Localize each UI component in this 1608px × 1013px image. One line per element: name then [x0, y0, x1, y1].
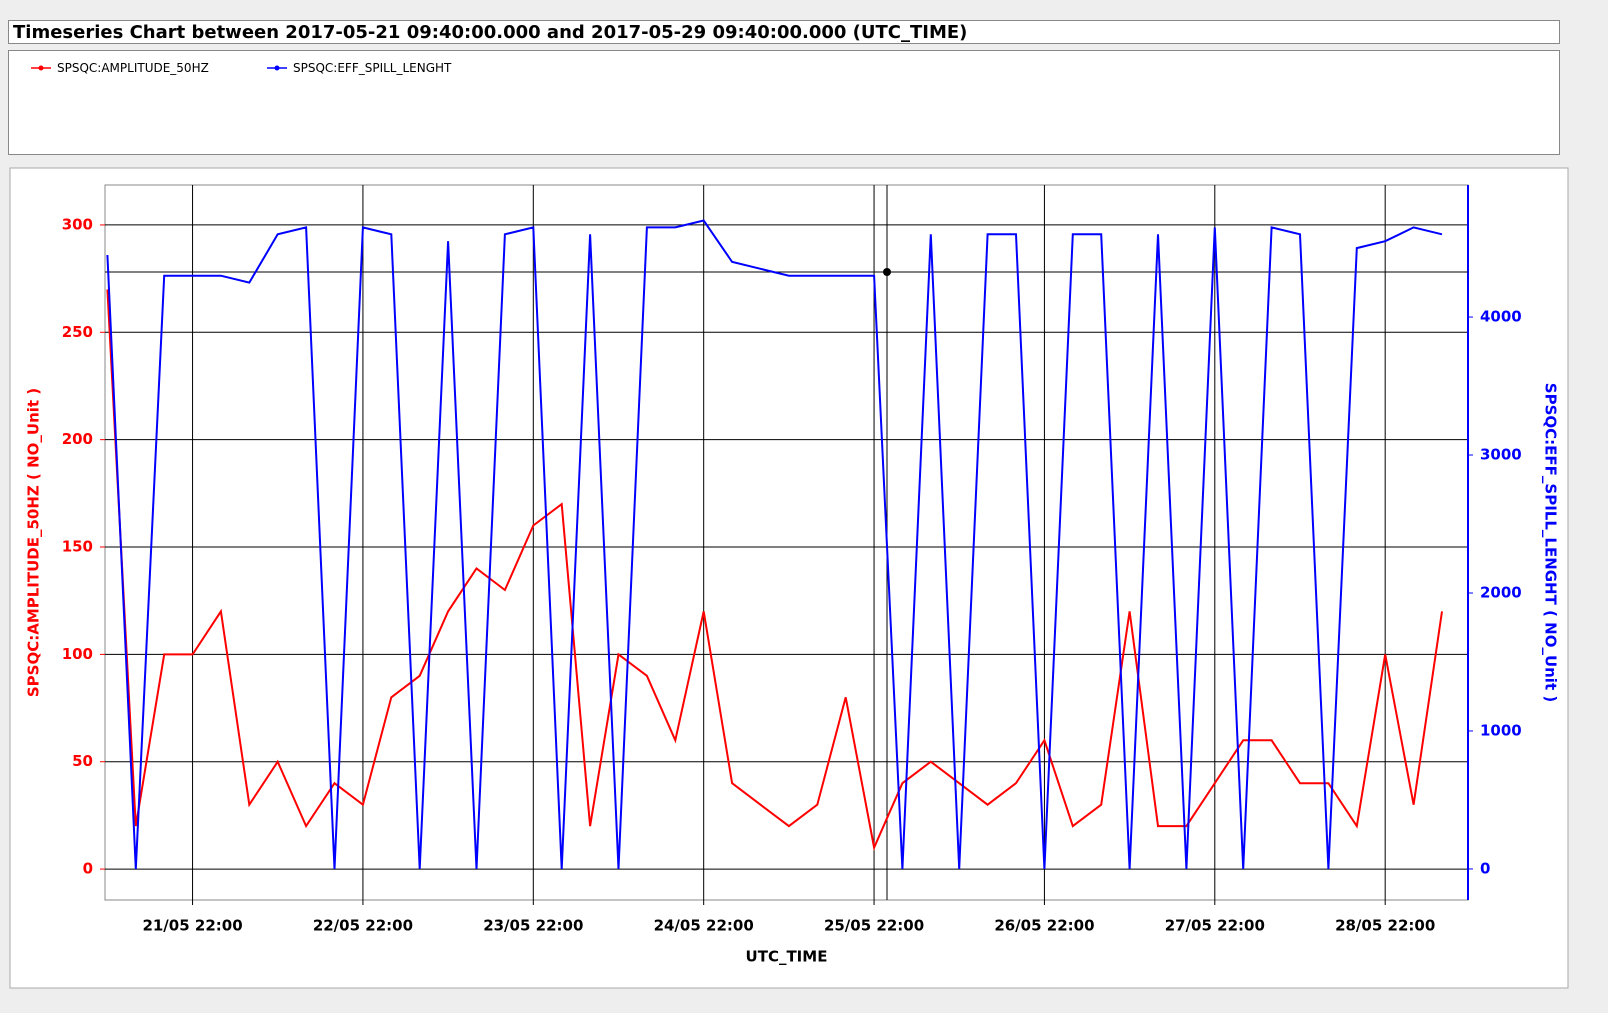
y2-tick-label: 4000 — [1480, 308, 1522, 326]
plot-area — [104, 184, 1469, 901]
y-tick-label: 50 — [72, 752, 93, 770]
y-tick-label: 250 — [62, 323, 93, 341]
y2-tick-label: 0 — [1480, 859, 1490, 877]
y2-axis-label: SPSQC:EFF_SPILL_LENGHT ( NO_Unit ) — [1542, 383, 1560, 702]
x-axis-label: UTC_TIME — [746, 948, 828, 966]
series-line — [106, 219, 1443, 870]
y-tick-label: 200 — [62, 430, 93, 448]
y2-tick-label: 1000 — [1480, 721, 1522, 739]
legend-label: SPSQC:AMPLITUDE_50HZ — [57, 61, 209, 75]
y-tick-label: 0 — [83, 860, 93, 878]
legend: SPSQC:AMPLITUDE_50HZ SPSQC:EFF_SPILL_LENG… — [8, 50, 1560, 155]
y-tick-label: 150 — [62, 538, 93, 556]
legend-item: SPSQC:AMPLITUDE_50HZ — [31, 61, 209, 75]
y-tick-label: 100 — [62, 645, 93, 663]
y-axis-label: SPSQC:AMPLITUDE_50HZ ( NO_Unit ) — [25, 388, 43, 697]
legend-item: SPSQC:EFF_SPILL_LENGHT — [267, 61, 451, 75]
x-tick-label: 24/05 22:00 — [654, 917, 754, 935]
x-tick-label: 22/05 22:00 — [313, 917, 413, 935]
x-tick-label: 23/05 22:00 — [483, 917, 583, 935]
x-tick-label: 28/05 22:00 — [1335, 917, 1435, 935]
x-tick-label: 21/05 22:00 — [142, 917, 242, 935]
series-line — [106, 289, 1443, 851]
x-tick-label: 27/05 22:00 — [1165, 917, 1265, 935]
legend-label: SPSQC:EFF_SPILL_LENGHT — [293, 61, 452, 75]
legend-swatch — [267, 65, 287, 71]
x-tick-label: 26/05 22:00 — [994, 917, 1094, 935]
y2-tick-label: 2000 — [1480, 583, 1522, 601]
y2-tick-label: 3000 — [1480, 446, 1522, 464]
x-tick-label: 25/05 22:00 — [824, 917, 924, 935]
y-tick-label: 300 — [62, 215, 93, 233]
legend-swatch — [31, 65, 51, 71]
chart-title: Timeseries Chart between 2017-05-21 09:4… — [8, 20, 1560, 44]
crosshair-dot — [883, 268, 891, 276]
